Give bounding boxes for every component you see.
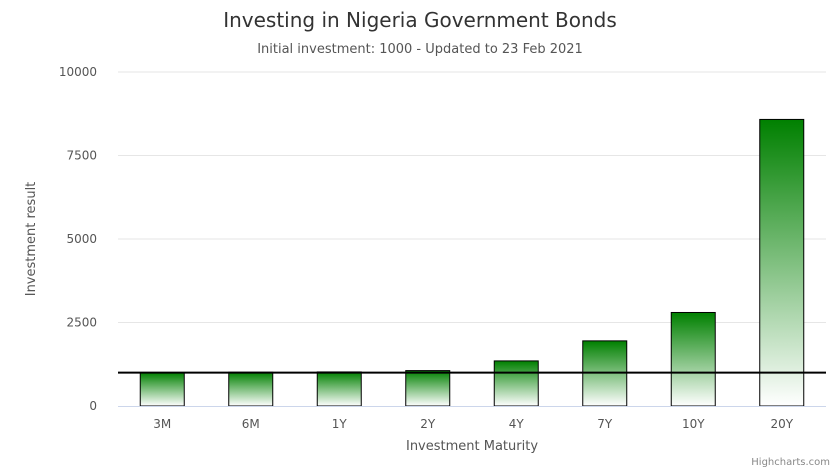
y-axis-title: Investment result	[24, 182, 39, 297]
bar-3m[interactable]	[139, 372, 185, 407]
bar-6m[interactable]	[228, 371, 274, 407]
x-tick-label: 1Y	[332, 417, 348, 431]
bar-20y[interactable]	[759, 118, 805, 407]
y-tick-label: 0	[89, 399, 97, 413]
y-tick-label: 7500	[66, 149, 97, 163]
x-tick-label: 2Y	[420, 417, 436, 431]
y-axis-ticks: 0 2500 5000 7500 10000	[59, 65, 97, 413]
gridlines	[118, 71, 826, 323]
y-tick-label: 5000	[66, 232, 97, 246]
bars	[139, 118, 805, 407]
x-axis-ticks: 3M 6M 1Y 2Y 4Y 7Y 10Y 20Y	[153, 417, 793, 431]
bar-2y[interactable]	[405, 370, 451, 407]
x-axis-title: Investment Maturity	[406, 439, 538, 454]
bar-4y[interactable]	[493, 360, 539, 407]
x-tick-label: 4Y	[509, 417, 525, 431]
x-tick-label: 10Y	[682, 417, 705, 431]
credits-link[interactable]: Highcharts.com	[751, 457, 830, 468]
x-tick-label: 20Y	[770, 417, 793, 431]
y-tick-label: 2500	[66, 316, 97, 330]
y-tick-label: 10000	[59, 65, 97, 79]
bar-10y[interactable]	[670, 311, 716, 407]
x-tick-label: 7Y	[597, 417, 613, 431]
x-tick-label: 3M	[153, 417, 171, 431]
chart-subtitle: Initial investment: 1000 - Updated to 23…	[257, 42, 583, 57]
chart-title: Investing in Nigeria Government Bonds	[223, 8, 617, 32]
x-tick-label: 6M	[242, 417, 260, 431]
bar-1y[interactable]	[316, 371, 362, 407]
